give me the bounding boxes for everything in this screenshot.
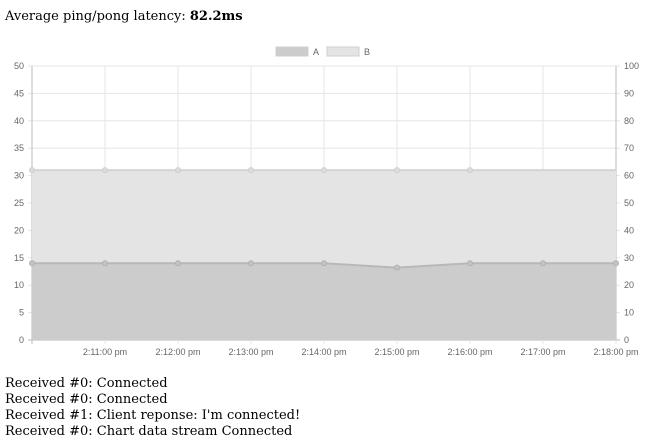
x-tick-label: 2:13:00 pm [228, 347, 273, 357]
data-point [29, 260, 35, 267]
data-point [102, 167, 108, 174]
legend-label-b: B [364, 47, 370, 57]
y-tick-label-right: 90 [624, 88, 634, 98]
data-point [248, 260, 254, 267]
y-tick-label-right: 30 [624, 253, 634, 263]
data-point [102, 260, 108, 267]
data-point [321, 167, 327, 174]
data-point [394, 167, 400, 174]
y-tick-label-left: 30 [14, 171, 24, 181]
series-area-a [32, 263, 616, 340]
x-tick-label: 2:12:00 pm [155, 347, 200, 357]
data-point [248, 167, 254, 174]
log-line: Received #0: Connected [5, 392, 168, 407]
y-tick-label-right: 0 [624, 335, 629, 345]
legend-label-a: A [313, 47, 319, 57]
data-point [394, 264, 400, 271]
y-tick-label-right: 20 [624, 280, 634, 290]
x-tick-label: 2:18:00 pm [593, 347, 638, 357]
y-tick-label-left: 5 [19, 308, 24, 318]
legend-swatch-a [275, 46, 309, 57]
y-tick-label-left: 50 [14, 61, 24, 71]
y-tick-label-right: 50 [624, 198, 634, 208]
data-point [467, 167, 473, 174]
data-point [540, 260, 546, 267]
latency-readout: Average ping/pong latency: 82.2ms [5, 9, 243, 24]
log-line: Received #0: Chart data stream Connected [5, 424, 293, 439]
data-point [467, 260, 473, 267]
y-tick-label-left: 45 [14, 88, 24, 98]
y-tick-label-right: 40 [624, 225, 634, 235]
x-tick-label: 2:11:00 pm [83, 347, 127, 357]
log-line: Received #1: Client reponse: I'm connect… [5, 408, 301, 423]
message-log: Received #0: Connected Received #0: Conn… [5, 376, 300, 440]
y-tick-label-right: 100 [624, 61, 639, 71]
legend-swatch-b [326, 46, 360, 57]
y-tick-label-left: 25 [14, 198, 24, 208]
data-point [175, 260, 181, 267]
data-point [29, 167, 35, 174]
y-tick-label-right: 80 [624, 116, 634, 126]
y-tick-label-left: 0 [19, 335, 24, 345]
latency-value: 82.2ms [189, 9, 243, 24]
y-tick-label-left: 35 [14, 143, 24, 153]
y-tick-label-right: 10 [624, 308, 634, 318]
x-tick-label: 2:15:00 pm [374, 347, 419, 357]
x-tick-label: 2:17:00 pm [520, 347, 565, 357]
y-tick-label-left: 10 [14, 280, 24, 290]
y-tick-label-right: 60 [624, 171, 634, 181]
y-tick-label-left: 40 [14, 116, 24, 126]
x-tick-label: 2:14:00 pm [301, 347, 346, 357]
data-point [175, 167, 181, 174]
latency-chart: 0 0 5 10 10 20 15 30 20 40 25 50 30 60 35 70 40 80 45 90 50 1… [0, 38, 653, 368]
latency-label: Average ping/pong latency: [5, 9, 186, 24]
data-point [321, 260, 327, 267]
y-tick-label-right: 70 [624, 143, 634, 153]
data-point [613, 260, 619, 267]
y-tick-label-left: 20 [14, 225, 24, 235]
y-tick-label-left: 15 [14, 253, 24, 263]
x-tick-label: 2:16:00 pm [447, 347, 492, 357]
log-line: Received #0: Connected [5, 376, 168, 391]
